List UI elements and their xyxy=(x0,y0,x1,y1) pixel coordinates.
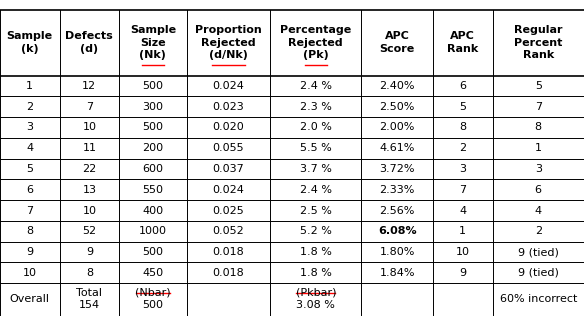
Text: 9 (tied): 9 (tied) xyxy=(518,247,559,257)
Text: 400: 400 xyxy=(143,205,164,216)
Text: 6: 6 xyxy=(535,185,542,195)
Text: 450: 450 xyxy=(143,268,164,278)
Text: 1: 1 xyxy=(535,143,542,153)
Text: 600: 600 xyxy=(143,164,163,174)
Text: 2.00%: 2.00% xyxy=(380,123,415,133)
Text: 9: 9 xyxy=(459,268,466,278)
Text: 60% incorrect: 60% incorrect xyxy=(500,294,577,304)
Text: 0.018: 0.018 xyxy=(212,268,244,278)
Text: Regular
Percent
Rank: Regular Percent Rank xyxy=(514,25,562,60)
Text: 6: 6 xyxy=(26,185,33,195)
Text: 0.055: 0.055 xyxy=(212,143,244,153)
Text: APC
Rank: APC Rank xyxy=(447,31,478,54)
Text: 0.052: 0.052 xyxy=(212,226,244,236)
Text: 0.023: 0.023 xyxy=(212,102,244,112)
Text: 8: 8 xyxy=(535,123,542,133)
Text: 0.025: 0.025 xyxy=(212,205,244,216)
Text: 1000: 1000 xyxy=(139,226,167,236)
Text: 3: 3 xyxy=(26,123,33,133)
Text: 0.020: 0.020 xyxy=(212,123,244,133)
Text: 7: 7 xyxy=(26,205,33,216)
Text: 2: 2 xyxy=(459,143,466,153)
Text: 8: 8 xyxy=(86,268,93,278)
Text: 1.8 %: 1.8 % xyxy=(300,268,332,278)
Text: 13: 13 xyxy=(82,185,96,195)
Text: 22: 22 xyxy=(82,164,96,174)
Text: 7: 7 xyxy=(86,102,93,112)
Text: 11: 11 xyxy=(82,143,96,153)
Text: 2.4 %: 2.4 % xyxy=(300,81,332,91)
Text: 5: 5 xyxy=(459,102,466,112)
Text: Total
154: Total 154 xyxy=(76,288,102,310)
Text: 2: 2 xyxy=(535,226,542,236)
Text: 1.80%: 1.80% xyxy=(380,247,415,257)
Text: 200: 200 xyxy=(143,143,164,153)
Text: 9: 9 xyxy=(26,247,33,257)
Text: Defects
(d): Defects (d) xyxy=(66,31,113,54)
Text: 10: 10 xyxy=(456,247,470,257)
Text: 4: 4 xyxy=(535,205,542,216)
Text: Overall: Overall xyxy=(10,294,50,304)
Text: 1: 1 xyxy=(26,81,33,91)
Text: 10: 10 xyxy=(23,268,37,278)
Text: 300: 300 xyxy=(143,102,163,112)
Text: 2.0 %: 2.0 % xyxy=(300,123,332,133)
Text: (Pkbar)
3.08 %: (Pkbar) 3.08 % xyxy=(295,288,336,310)
Text: 3: 3 xyxy=(535,164,542,174)
Text: 5.5 %: 5.5 % xyxy=(300,143,332,153)
Text: 1.84%: 1.84% xyxy=(379,268,415,278)
Text: 5: 5 xyxy=(535,81,542,91)
Text: 550: 550 xyxy=(143,185,163,195)
Text: Percentage
Rejected
(Pk): Percentage Rejected (Pk) xyxy=(280,25,352,60)
Text: 7: 7 xyxy=(459,185,466,195)
Text: 2.50%: 2.50% xyxy=(380,102,415,112)
Text: 52: 52 xyxy=(82,226,96,236)
Text: 8: 8 xyxy=(26,226,33,236)
Text: 2.3 %: 2.3 % xyxy=(300,102,332,112)
Text: 10: 10 xyxy=(82,205,96,216)
Text: 6.08%: 6.08% xyxy=(378,226,417,236)
Text: 0.037: 0.037 xyxy=(212,164,244,174)
Text: 6: 6 xyxy=(459,81,466,91)
Text: 4: 4 xyxy=(459,205,466,216)
Text: Sample
(k): Sample (k) xyxy=(6,31,53,54)
Text: 2.56%: 2.56% xyxy=(380,205,415,216)
Text: 500: 500 xyxy=(143,81,163,91)
Text: 4: 4 xyxy=(26,143,33,153)
Text: 1: 1 xyxy=(459,226,466,236)
Text: 2.5 %: 2.5 % xyxy=(300,205,332,216)
Text: 0.024: 0.024 xyxy=(212,185,244,195)
Text: 500: 500 xyxy=(143,123,163,133)
Text: 0.018: 0.018 xyxy=(212,247,244,257)
Text: 5: 5 xyxy=(26,164,33,174)
Text: Proportion
Rejected
(d/Nk): Proportion Rejected (d/Nk) xyxy=(195,25,262,60)
Text: 500: 500 xyxy=(143,247,163,257)
Text: 3: 3 xyxy=(459,164,466,174)
Text: 5.2 %: 5.2 % xyxy=(300,226,332,236)
Text: 12: 12 xyxy=(82,81,96,91)
Text: APC
Score: APC Score xyxy=(380,31,415,54)
Text: 9: 9 xyxy=(86,247,93,257)
Text: 2: 2 xyxy=(26,102,33,112)
Text: (Nbar)
500: (Nbar) 500 xyxy=(135,288,171,310)
Text: 2.33%: 2.33% xyxy=(380,185,415,195)
Text: 0.024: 0.024 xyxy=(212,81,244,91)
Text: 4.61%: 4.61% xyxy=(380,143,415,153)
Text: 9 (tied): 9 (tied) xyxy=(518,268,559,278)
Text: 1.8 %: 1.8 % xyxy=(300,247,332,257)
Text: 3.7 %: 3.7 % xyxy=(300,164,332,174)
Text: 2.4 %: 2.4 % xyxy=(300,185,332,195)
Text: 3.72%: 3.72% xyxy=(379,164,415,174)
Text: 10: 10 xyxy=(82,123,96,133)
Text: 7: 7 xyxy=(535,102,542,112)
Text: 8: 8 xyxy=(459,123,466,133)
Text: Sample
Size
(Nk): Sample Size (Nk) xyxy=(130,25,176,60)
Text: 2.40%: 2.40% xyxy=(379,81,415,91)
